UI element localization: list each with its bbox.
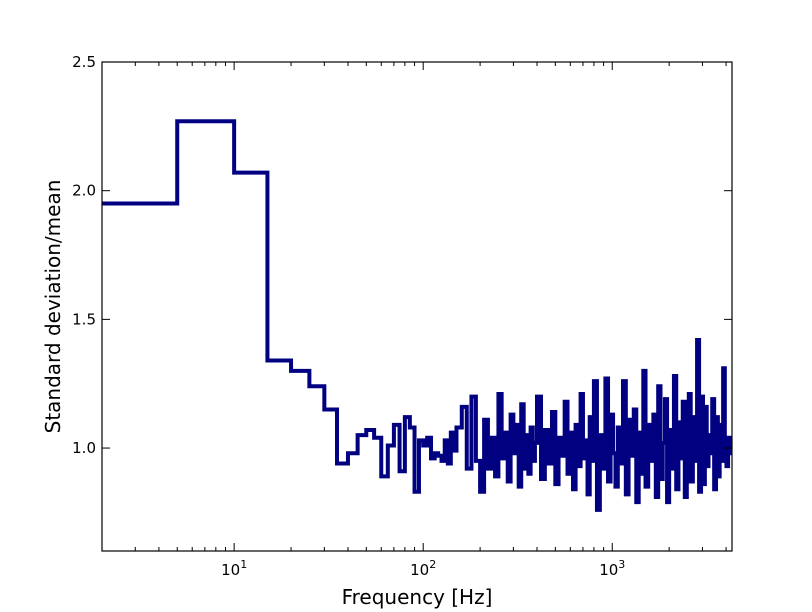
x-tick-label: 101 (221, 558, 247, 579)
y-tick-label: 1.5 (72, 310, 96, 328)
x-tick-label: 102 (410, 558, 436, 579)
series-line (102, 119, 732, 512)
x-axis-label: Frequency [Hz] (342, 585, 493, 609)
x-axis: 101 102 103 (101, 62, 727, 579)
y-axis: 1.0 1.5 2.0 2.5 (72, 53, 732, 457)
y-tick-label: 2.0 (72, 182, 96, 200)
y-tick-label: 2.5 (72, 53, 96, 71)
y-axis-label: Standard deviation/mean (41, 180, 65, 434)
plot-frame (101, 61, 733, 552)
x-tick-label: 103 (599, 558, 625, 579)
y-tick-label: 1.0 (72, 439, 96, 457)
